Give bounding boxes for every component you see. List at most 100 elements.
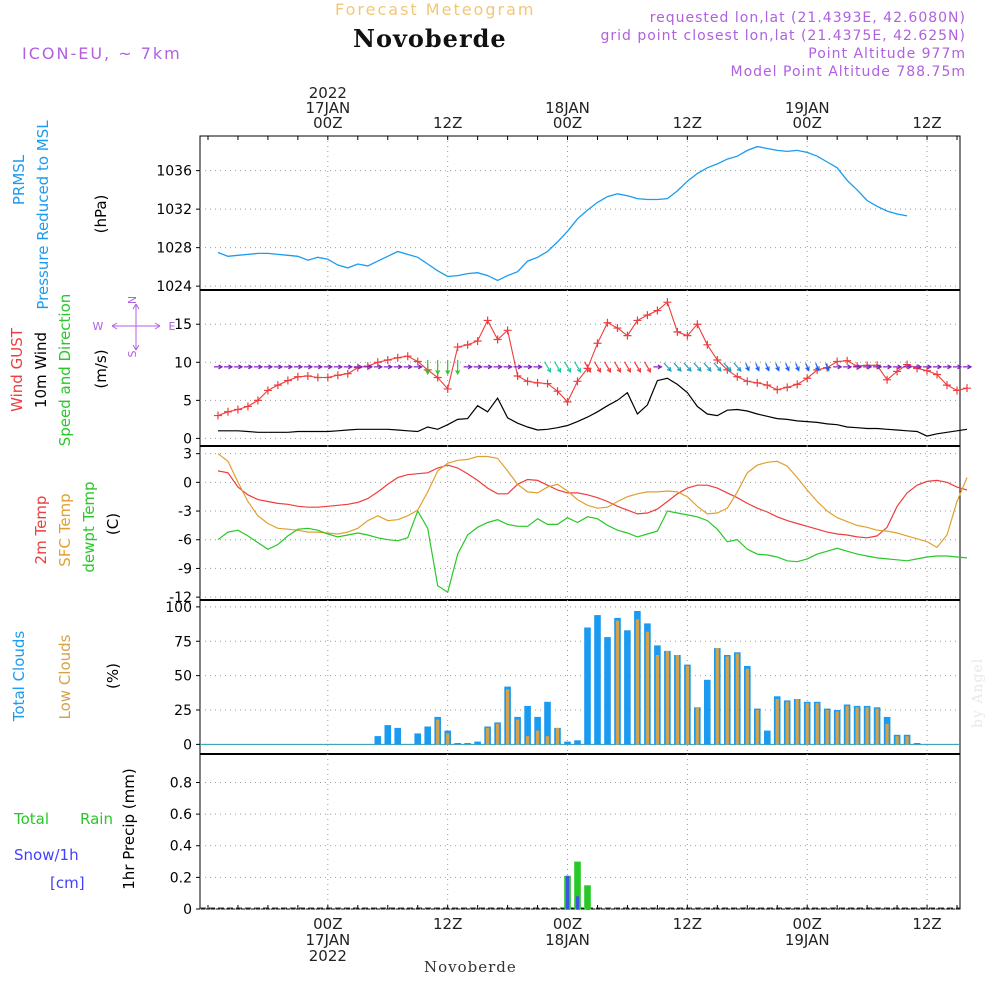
wind-direction-arrowhead	[378, 364, 384, 370]
wind-direction-arrowhead	[805, 366, 810, 372]
temp-label-2m: 2m Temp	[32, 496, 50, 565]
wind-direction-arrowhead	[765, 366, 770, 372]
wind-direction-arrowhead	[967, 364, 973, 370]
wind-direction-arrowhead	[435, 370, 441, 376]
cloud-bar-low	[615, 620, 620, 745]
cloud-bar-low	[805, 703, 809, 745]
wind-direction-arrowhead	[857, 364, 863, 370]
cloud-bar-low	[496, 723, 500, 745]
wind-gust-marker	[962, 384, 971, 393]
wind-direction-arrowhead	[387, 364, 394, 370]
wind-direction-arrow	[765, 363, 770, 371]
time-label-top: 00Z	[553, 114, 582, 132]
clouds-label-total: Total Clouds	[10, 631, 28, 723]
info-point-altitude: Point Altitude 977m	[808, 46, 966, 62]
wind-direction-arrowhead	[947, 364, 953, 370]
cloud-bar-low	[526, 736, 530, 745]
cloud-bar-low	[835, 711, 839, 745]
temp-label-sfc: SFC Temp	[56, 493, 74, 566]
wind-gust-marker	[373, 358, 382, 367]
wind-gust-marker	[593, 339, 602, 348]
wind-direction-arrow	[733, 362, 742, 372]
temperature-tick-label: -12	[169, 590, 192, 606]
wind-tick-label: 0	[183, 431, 192, 447]
time-label-bottom: 17JAN	[305, 931, 350, 949]
wind-gust-marker	[393, 353, 402, 362]
wind-direction-arrowhead	[815, 366, 820, 372]
cloud-bar-low	[745, 668, 749, 745]
wind-direction-arrowhead	[696, 366, 702, 372]
wind-gust-marker	[323, 373, 332, 382]
wind-gust-marker	[803, 374, 812, 383]
wind-direction-arrowhead	[407, 364, 413, 370]
cloud-bar-total	[913, 743, 921, 745]
wind-gust-marker	[403, 352, 412, 361]
wind-gust-marker	[333, 371, 342, 380]
wind-direction-arrowhead	[867, 364, 873, 370]
wind-gust-marker	[933, 370, 942, 379]
cloud-bar-low	[825, 710, 829, 745]
pressure-label-prmsl: PRMSL	[10, 154, 28, 205]
wind-direction-arrow	[613, 361, 621, 373]
wind-gust-marker	[343, 369, 352, 378]
time-label-bottom: 2022	[309, 947, 347, 965]
wind-gust-marker	[613, 324, 622, 333]
info-grid-point: grid point closest lon,lat (21.4375E, 42…	[600, 28, 966, 44]
cloud-bar-total	[384, 725, 392, 745]
wind-direction-arrow	[693, 362, 702, 372]
precip-tick-label: 0	[183, 902, 192, 918]
wind-direction-arrowhead	[338, 364, 344, 370]
wind-direction-arrowhead	[258, 364, 264, 370]
wind-direction-arrowhead	[417, 364, 423, 370]
wind-direction-arrowhead	[268, 364, 274, 370]
wind-label-gust: Wind GUST	[8, 327, 26, 412]
clouds-tick-label: 25	[174, 703, 192, 719]
station-title: Novoberde	[353, 24, 507, 53]
temperature-tick-label: 0	[183, 475, 192, 491]
precip-unit-label: 1hr Precip (mm)	[120, 768, 138, 889]
wind-direction-arrowhead	[907, 364, 913, 370]
precip-tick-label: 0.8	[170, 775, 192, 791]
cloud-bar-low	[635, 619, 639, 745]
cloud-bar-low	[545, 736, 550, 745]
wind-direction-arrowhead	[686, 366, 692, 372]
wind-gust-marker	[263, 386, 272, 395]
cloud-bar-total	[624, 630, 631, 745]
cloud-bar-total	[574, 740, 581, 745]
time-label-bottom: 00Z	[793, 915, 822, 933]
wind-gust-marker	[413, 357, 422, 366]
wind-direction-arrow	[795, 363, 800, 371]
wind-direction-arrowhead	[445, 370, 451, 376]
wind-label-direction: Speed and Direction	[56, 294, 74, 447]
wind-direction-arrow	[723, 362, 732, 372]
wind-gust-marker	[633, 316, 642, 325]
time-label-top: 17JAN	[305, 99, 350, 117]
wind-tick-label: 15	[174, 317, 192, 333]
wind-direction-arrow	[805, 363, 810, 371]
wind-speed-line	[218, 377, 968, 437]
wind-direction-arrowhead	[897, 364, 903, 370]
wind-gust-marker	[693, 320, 702, 329]
wind-direction-arrow	[815, 363, 820, 371]
wind-gust-marker	[573, 377, 582, 386]
wind-direction-arrowhead	[467, 364, 473, 370]
pressure-unit-label: (hPa)	[92, 195, 110, 234]
wind-gust-marker	[563, 397, 572, 406]
wind-direction-arrowhead	[726, 366, 732, 372]
cloud-bar-low	[785, 701, 789, 745]
wind-gust-marker	[733, 372, 742, 381]
wind-direction-arrowhead	[368, 364, 374, 370]
wind-gust-marker	[763, 381, 772, 390]
time-label-top: 19JAN	[785, 99, 830, 117]
temp-dewpt-line	[217, 509, 968, 594]
wind-direction-arrowhead	[837, 364, 843, 370]
precip-tick-label: 0.2	[170, 870, 192, 886]
wind-direction-arrowhead	[238, 364, 244, 370]
wind-gust-marker	[253, 396, 262, 405]
cloud-bar-low	[735, 653, 739, 745]
wind-gust-marker	[653, 306, 662, 315]
wind-direction-arrow	[544, 361, 552, 373]
precip-bar-snow	[575, 896, 580, 909]
wind-direction-arrowhead	[576, 367, 582, 374]
wind-direction-arrow	[623, 361, 631, 373]
